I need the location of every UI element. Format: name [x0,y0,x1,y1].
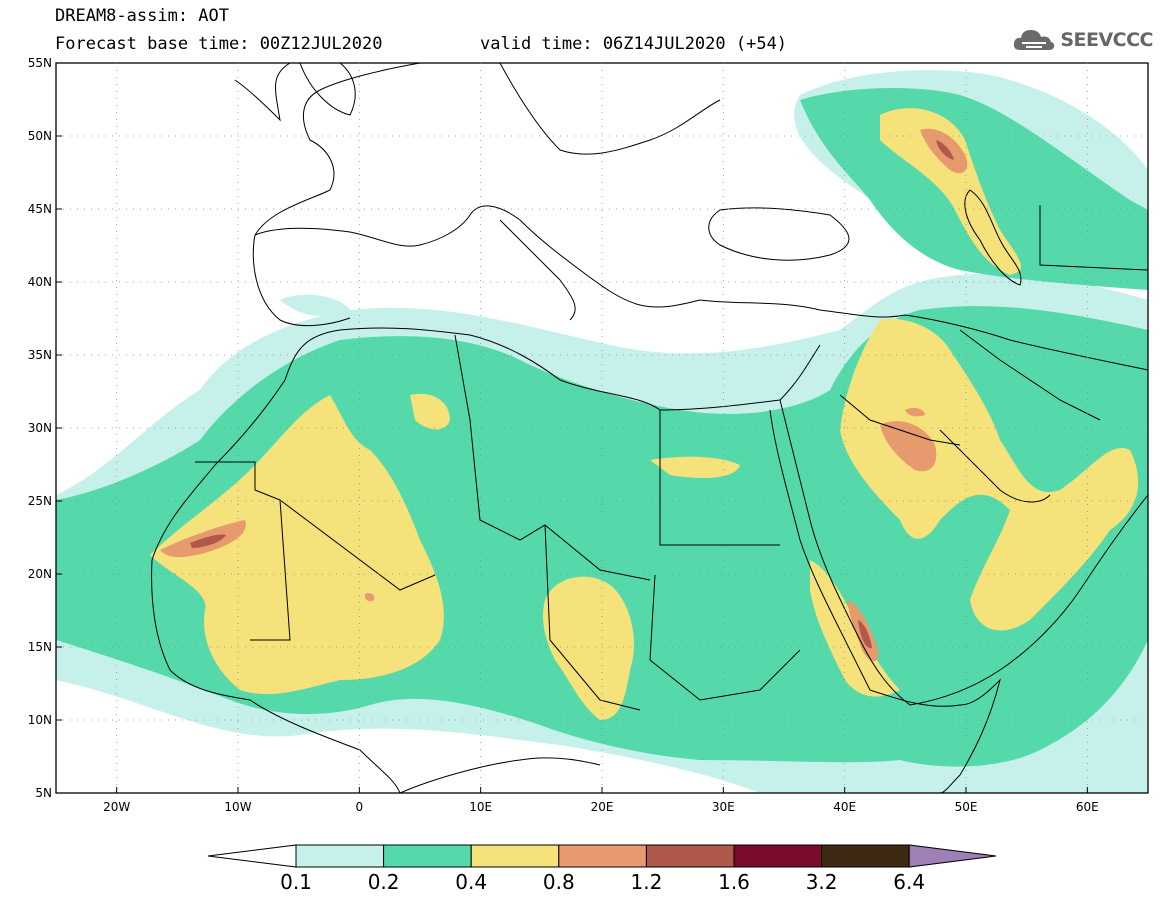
lat-tick-label: 30N [28,421,52,435]
lon-tick-label: 60E [1076,800,1099,814]
lon-tick-label: 40E [833,800,856,814]
lat-tick-label: 40N [28,275,52,289]
colorbar-segment [295,844,385,868]
lat-tick-label: 55N [28,56,52,70]
colorbar-label: 0.1 [280,870,312,894]
lat-tick-label: 15N [28,640,52,654]
colorbar: 0.1 0.2 0.4 0.8 1.2 1.6 3.2 6.4 [207,844,997,894]
colorbar-label: 6.4 [893,870,925,894]
colorbar-label: 0.4 [455,870,487,894]
valid-time: valid time: 06Z14JUL2020 (+54) [480,34,788,54]
axis-ticks: 55N 50N 45N 40N 35N 30N 25N 20N 15N 10N 5N 20W 10W 0 1… [28,56,1099,814]
lon-tick-label: 20W [103,800,130,814]
colorbar-segment [733,844,823,868]
lat-tick-label: 35N [28,348,52,362]
colorbar-over-arrow [908,844,997,868]
colorbar-segment [645,844,735,868]
lon-tick-label: 20E [591,800,614,814]
lon-tick-label: 0 [356,800,364,814]
aot-level-1.2 [190,140,954,649]
colorbar-segment [383,844,472,868]
colorbar-label: 1.2 [630,870,662,894]
lat-tick-label: 20N [28,567,52,581]
colorbar-segment [821,844,910,868]
cloud-icon [1014,30,1055,50]
lat-tick-label: 10N [28,713,52,727]
lat-tick-label: 50N [28,129,52,143]
colorbar-label: 0.8 [543,870,575,894]
lat-tick-label: 45N [28,202,52,216]
aot-level-0.4 [150,108,1139,720]
seevccc-logo: SEEVCCC [1012,26,1153,54]
colorbar-label: 1.6 [718,870,750,894]
lon-tick-label: 50E [955,800,978,814]
graticule [56,63,1148,793]
lat-tick-label: 25N [28,494,52,508]
colorbar-label: 3.2 [806,870,838,894]
colorbar-segment [558,844,647,868]
colorbar-label: 0.2 [368,870,400,894]
lon-tick-label: 10E [469,800,492,814]
forecast-base-time: Forecast base time: 00Z12JUL2020 [55,34,383,54]
colorbar-under-arrow [207,844,297,868]
lon-tick-label: 10W [224,800,251,814]
aot-field [56,70,1148,793]
map-title: DREAM8-assim: AOT [55,6,229,26]
lat-tick-label: 5N [35,786,52,800]
logo-text: SEEVCCC [1060,29,1153,51]
lon-tick-label: 30E [712,800,735,814]
coastlines [151,63,1148,793]
colorbar-segment [470,844,560,868]
